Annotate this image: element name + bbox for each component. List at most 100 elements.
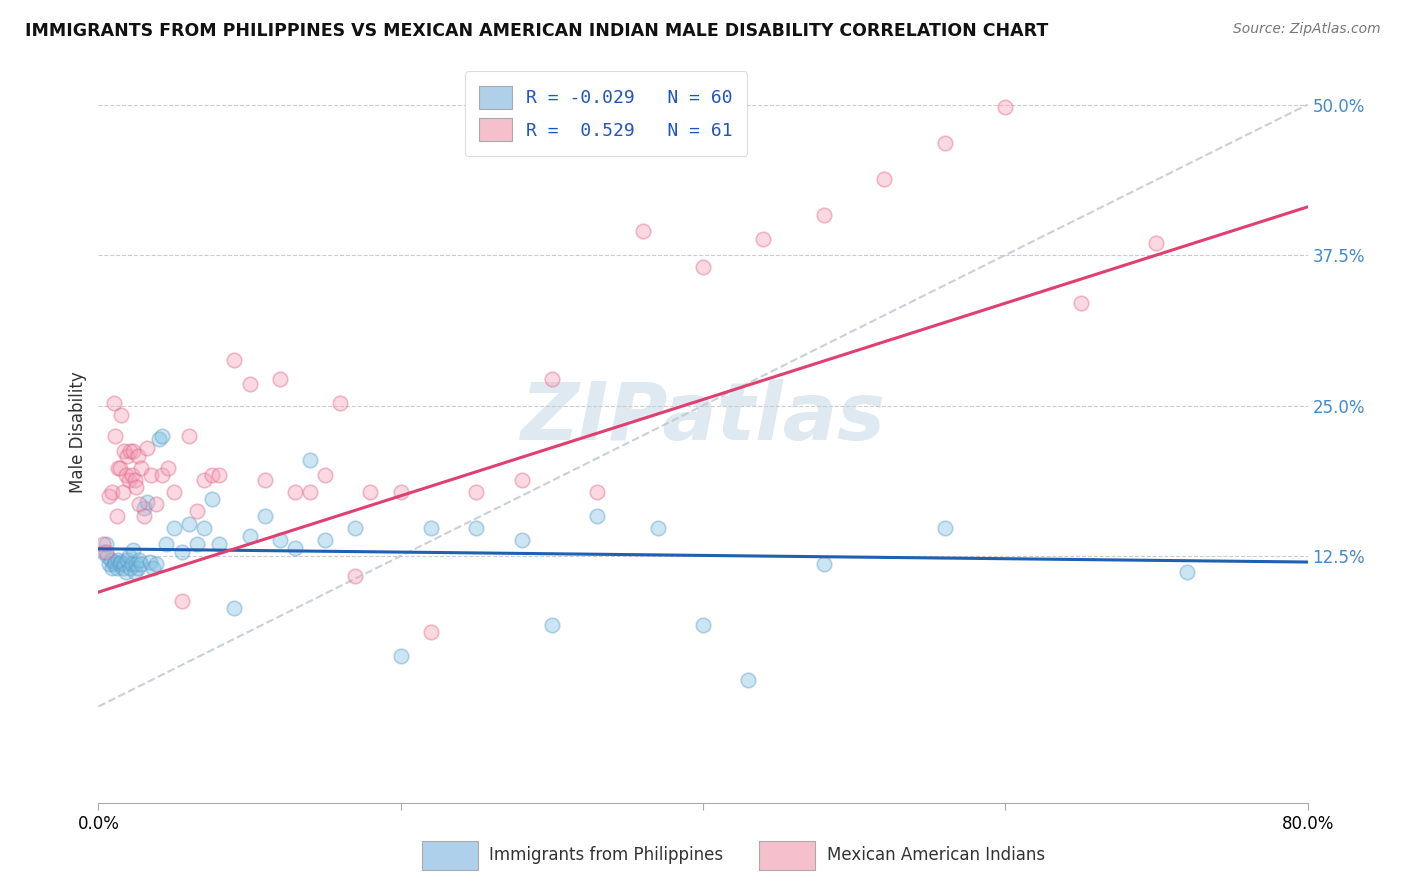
- Point: [104, 555, 127, 569]
- Point: [155, 537, 177, 551]
- Point: [752, 232, 775, 246]
- Point: [934, 521, 956, 535]
- Point: [360, 485, 382, 500]
- Point: [118, 473, 141, 487]
- Point: [96, 549, 118, 563]
- Point: [201, 468, 224, 483]
- Point: [98, 489, 121, 503]
- Point: [101, 485, 124, 500]
- Point: [135, 495, 157, 509]
- Point: [193, 521, 215, 535]
- Point: [111, 561, 134, 575]
- Point: [540, 372, 562, 386]
- Point: [253, 473, 276, 487]
- Point: [103, 396, 125, 410]
- Point: [100, 552, 122, 566]
- Point: [127, 449, 149, 463]
- Point: [145, 497, 167, 511]
- Point: [124, 473, 146, 487]
- Point: [586, 509, 609, 524]
- Point: [101, 561, 124, 575]
- Point: [201, 492, 224, 507]
- Point: [128, 552, 150, 566]
- Point: [121, 468, 143, 483]
- Text: IMMIGRANTS FROM PHILIPPINES VS MEXICAN AMERICAN INDIAN MALE DISABILITY CORRELATI: IMMIGRANTS FROM PHILIPPINES VS MEXICAN A…: [25, 22, 1049, 40]
- Point: [186, 504, 208, 518]
- Point: [813, 558, 835, 572]
- Point: [1144, 235, 1167, 250]
- Point: [873, 172, 896, 186]
- Point: [631, 224, 654, 238]
- Point: [163, 485, 186, 500]
- Point: [299, 485, 322, 500]
- Point: [150, 428, 173, 442]
- Point: [135, 441, 157, 455]
- Point: [114, 565, 136, 579]
- Point: [420, 521, 443, 535]
- Point: [107, 461, 129, 475]
- Point: [110, 555, 132, 569]
- Point: [465, 485, 488, 500]
- Point: [122, 444, 145, 458]
- Point: [186, 537, 208, 551]
- Point: [105, 561, 128, 575]
- Point: [94, 545, 117, 559]
- Point: [91, 537, 114, 551]
- Point: [125, 480, 148, 494]
- Point: [120, 444, 142, 458]
- Point: [120, 561, 142, 575]
- Point: [1070, 296, 1092, 310]
- Point: [150, 468, 173, 483]
- Point: [586, 485, 609, 500]
- Point: [121, 558, 143, 572]
- Point: [510, 473, 533, 487]
- Point: [314, 468, 336, 483]
- Point: [284, 541, 307, 555]
- Point: [208, 468, 231, 483]
- Point: [156, 461, 179, 475]
- Point: [389, 485, 412, 500]
- Point: [344, 569, 367, 583]
- Point: [253, 509, 276, 524]
- Point: [510, 533, 533, 548]
- Point: [269, 533, 291, 548]
- Point: [104, 428, 127, 442]
- Point: [132, 509, 155, 524]
- Point: [299, 452, 322, 467]
- Point: [994, 100, 1017, 114]
- Point: [208, 537, 231, 551]
- Point: [420, 624, 443, 639]
- Point: [142, 561, 165, 575]
- Point: [314, 533, 336, 548]
- Point: [224, 352, 246, 367]
- Point: [193, 473, 215, 487]
- Point: [692, 617, 714, 632]
- Point: [170, 545, 193, 559]
- Point: [118, 549, 141, 563]
- Point: [115, 552, 138, 566]
- Point: [112, 558, 135, 572]
- Point: [125, 558, 148, 572]
- Point: [934, 136, 956, 150]
- Point: [103, 558, 125, 572]
- Point: [91, 545, 114, 559]
- Point: [108, 461, 131, 475]
- Point: [114, 468, 136, 483]
- Point: [108, 558, 131, 572]
- Point: [465, 521, 488, 535]
- Point: [170, 593, 193, 607]
- Point: [139, 555, 162, 569]
- Point: [129, 461, 152, 475]
- Point: [94, 537, 117, 551]
- Point: [128, 497, 150, 511]
- Point: [692, 260, 714, 274]
- Legend: R = -0.029   N = 60, R =  0.529   N = 61: R = -0.029 N = 60, R = 0.529 N = 61: [465, 71, 748, 156]
- Point: [163, 521, 186, 535]
- Point: [124, 565, 146, 579]
- Point: [132, 500, 155, 515]
- Point: [284, 485, 307, 500]
- Point: [269, 372, 291, 386]
- Point: [110, 408, 132, 422]
- Text: ZIPatlas: ZIPatlas: [520, 379, 886, 457]
- Point: [239, 528, 262, 542]
